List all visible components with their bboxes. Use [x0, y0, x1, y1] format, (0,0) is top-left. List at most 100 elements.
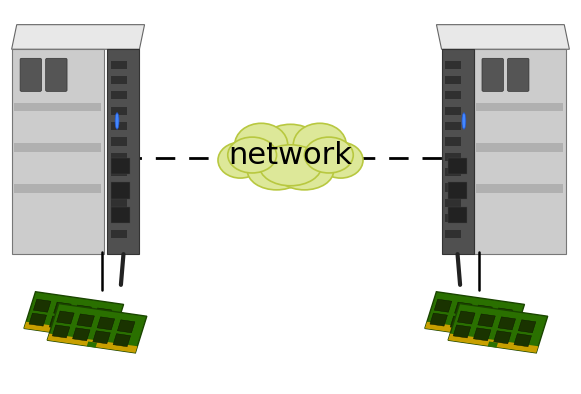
- Polygon shape: [93, 331, 110, 344]
- Bar: [110, 138, 127, 145]
- Polygon shape: [33, 299, 51, 312]
- Polygon shape: [464, 330, 475, 336]
- Polygon shape: [518, 320, 536, 333]
- FancyBboxPatch shape: [508, 58, 529, 91]
- Polygon shape: [47, 334, 137, 353]
- Polygon shape: [56, 311, 74, 324]
- Bar: [110, 168, 127, 176]
- Bar: [448, 158, 467, 174]
- Bar: [110, 107, 127, 115]
- Polygon shape: [24, 292, 124, 341]
- Polygon shape: [117, 320, 135, 333]
- Ellipse shape: [293, 123, 346, 166]
- Polygon shape: [453, 325, 471, 338]
- Bar: [110, 61, 127, 69]
- Ellipse shape: [115, 113, 119, 129]
- FancyBboxPatch shape: [46, 58, 67, 91]
- Ellipse shape: [318, 142, 363, 178]
- Bar: [476, 102, 563, 111]
- Polygon shape: [77, 314, 95, 327]
- Polygon shape: [87, 342, 97, 348]
- Bar: [110, 122, 127, 130]
- Bar: [445, 168, 461, 176]
- Polygon shape: [24, 322, 114, 341]
- FancyBboxPatch shape: [482, 58, 503, 91]
- Polygon shape: [448, 303, 548, 353]
- Bar: [110, 199, 127, 207]
- Bar: [445, 199, 461, 207]
- Polygon shape: [53, 302, 71, 315]
- Polygon shape: [457, 311, 475, 324]
- Polygon shape: [475, 305, 492, 318]
- Ellipse shape: [304, 137, 353, 173]
- Polygon shape: [29, 313, 46, 326]
- Bar: [445, 61, 461, 69]
- Bar: [445, 153, 461, 161]
- Bar: [445, 107, 461, 115]
- Bar: [110, 153, 127, 161]
- Polygon shape: [47, 303, 147, 353]
- Ellipse shape: [256, 125, 325, 180]
- Bar: [14, 184, 101, 193]
- Bar: [442, 49, 474, 254]
- Bar: [445, 138, 461, 145]
- Polygon shape: [487, 342, 498, 348]
- Polygon shape: [494, 331, 511, 344]
- Ellipse shape: [259, 145, 322, 186]
- Polygon shape: [52, 325, 70, 338]
- Bar: [110, 230, 127, 238]
- Polygon shape: [434, 299, 452, 312]
- Ellipse shape: [235, 123, 288, 166]
- Polygon shape: [113, 334, 131, 347]
- Polygon shape: [450, 316, 468, 329]
- Bar: [448, 182, 467, 199]
- Ellipse shape: [462, 113, 466, 129]
- Bar: [476, 184, 563, 193]
- Polygon shape: [471, 319, 488, 332]
- Polygon shape: [70, 319, 87, 332]
- Ellipse shape: [275, 151, 333, 190]
- Polygon shape: [12, 25, 145, 49]
- Bar: [110, 207, 130, 223]
- Bar: [445, 91, 461, 99]
- Bar: [445, 122, 461, 130]
- Bar: [110, 184, 127, 191]
- Ellipse shape: [218, 142, 263, 178]
- Polygon shape: [491, 322, 508, 335]
- FancyBboxPatch shape: [20, 58, 41, 91]
- Bar: [445, 230, 461, 238]
- Bar: [448, 207, 467, 223]
- Polygon shape: [454, 302, 472, 315]
- Polygon shape: [448, 334, 538, 353]
- Polygon shape: [73, 328, 90, 341]
- Bar: [110, 76, 127, 84]
- Polygon shape: [49, 316, 67, 329]
- Bar: [445, 214, 461, 222]
- Bar: [107, 49, 139, 254]
- Polygon shape: [94, 308, 112, 321]
- Polygon shape: [478, 314, 496, 327]
- Bar: [474, 49, 565, 254]
- Bar: [445, 76, 461, 84]
- Bar: [110, 214, 127, 222]
- Bar: [14, 102, 101, 111]
- Polygon shape: [495, 308, 512, 321]
- Polygon shape: [425, 292, 525, 341]
- Bar: [12, 49, 103, 254]
- Polygon shape: [430, 313, 447, 326]
- Bar: [110, 91, 127, 99]
- Polygon shape: [97, 317, 114, 330]
- Polygon shape: [436, 25, 569, 49]
- Bar: [445, 184, 461, 191]
- Bar: [14, 143, 101, 152]
- Bar: [110, 158, 130, 174]
- Bar: [110, 182, 130, 199]
- Polygon shape: [514, 334, 532, 347]
- Ellipse shape: [248, 151, 306, 190]
- Polygon shape: [474, 328, 491, 341]
- Bar: [476, 143, 563, 152]
- Polygon shape: [425, 322, 515, 341]
- Text: network: network: [228, 141, 353, 170]
- Polygon shape: [498, 317, 515, 330]
- Polygon shape: [74, 305, 91, 318]
